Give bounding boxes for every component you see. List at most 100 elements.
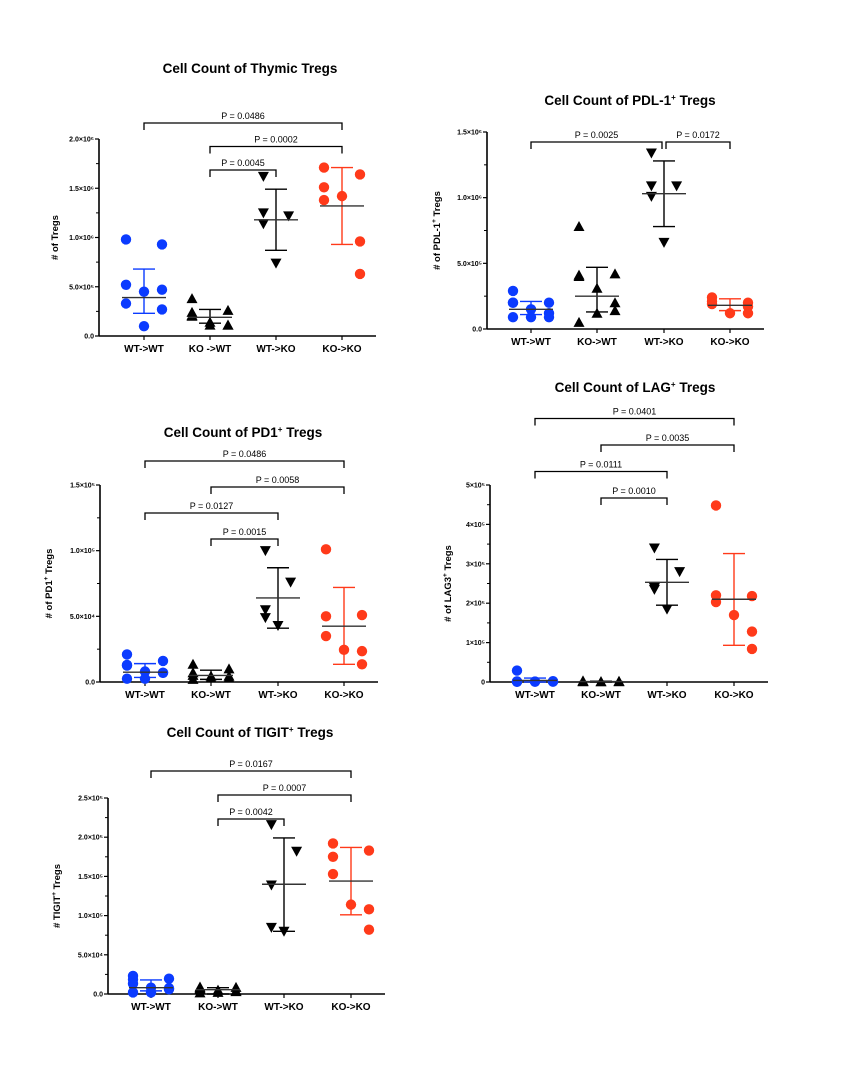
- data-point: [139, 673, 151, 684]
- significance-bracket: [209, 169, 277, 177]
- data-point: [356, 645, 368, 657]
- data-point: [283, 211, 295, 222]
- data-point: [121, 649, 133, 660]
- y-tick-label: 1.5×10⁵: [70, 483, 95, 490]
- data-point: [671, 181, 683, 192]
- p-value-label: P = 0.0010: [612, 486, 656, 496]
- data-point: [327, 868, 339, 880]
- data-point: [645, 148, 657, 159]
- series-koko: [327, 838, 375, 935]
- significance-bracket: [217, 818, 285, 826]
- data-point: [338, 644, 350, 656]
- data-point: [728, 609, 740, 621]
- y-tick-label: 1.0×10⁶: [457, 195, 482, 202]
- x-tick-label: KO->KO: [322, 344, 361, 355]
- series-wtko: [642, 148, 686, 248]
- data-point: [354, 236, 366, 247]
- data-point: [547, 676, 559, 687]
- p-value-label: P = 0.0486: [223, 449, 267, 459]
- data-point: [121, 660, 133, 671]
- x-tick-label: WT->WT: [124, 344, 164, 355]
- y-tick-label: 5.0×10⁵: [69, 284, 94, 291]
- y-tick-label: 5×10⁵: [466, 483, 485, 490]
- data-point: [259, 613, 271, 624]
- significance-bracket: [143, 122, 343, 130]
- data-point: [327, 838, 339, 849]
- data-point: [746, 626, 758, 637]
- x-tick-label: WT->WT: [125, 690, 165, 701]
- data-point: [645, 181, 657, 192]
- p-value-label: P = 0.0167: [229, 759, 273, 769]
- data-point: [525, 311, 537, 323]
- significance-bracket: [209, 145, 343, 154]
- y-tick-label: 5.0×10⁴: [70, 614, 96, 621]
- p-value-label: P = 0.0015: [223, 527, 267, 537]
- data-point: [609, 268, 621, 279]
- data-point: [529, 676, 541, 687]
- x-tick-label: KO ->WT: [189, 344, 232, 355]
- data-point: [356, 609, 368, 621]
- chart-thymic: Cell Count of Thymic Tregs # of Tregs 0.0 5…: [50, 61, 376, 355]
- x-tick-label: KO->KO: [324, 690, 363, 701]
- significance-bracket: [534, 417, 735, 426]
- data-point: [573, 316, 585, 327]
- data-point: [278, 926, 290, 937]
- data-point: [573, 270, 585, 281]
- data-point: [127, 987, 139, 998]
- data-point: [120, 279, 132, 290]
- y-tick-label: 1.5×10⁵: [78, 874, 103, 881]
- y-tick-label: 1.0×10⁵: [70, 548, 95, 555]
- p-value-label: P = 0.0035: [646, 433, 690, 443]
- data-point: [345, 899, 357, 910]
- y-axis-label: # of PDL-1+ Tregs: [431, 191, 443, 270]
- y-tick-label: 2.5×10⁵: [78, 796, 103, 803]
- significance-bracket: [217, 794, 352, 802]
- data-point: [222, 319, 234, 330]
- data-point: [121, 673, 133, 684]
- x-tick-label: KO->WT: [581, 690, 621, 701]
- p-value-label: P = 0.0007: [263, 783, 307, 793]
- x-tick-label: WT->KO: [258, 690, 297, 701]
- y-tick-label: 0.0: [472, 327, 482, 334]
- series-koko: [706, 292, 754, 319]
- x-tick-label: KO->KO: [331, 1002, 370, 1013]
- data-point: [318, 162, 330, 173]
- y-tick-label: 2.0×10⁵: [78, 835, 103, 842]
- data-point: [609, 297, 621, 308]
- data-point: [204, 319, 216, 330]
- series-wtwt: [507, 285, 555, 323]
- data-point: [194, 987, 206, 998]
- significance-bracket: [600, 497, 668, 505]
- significance-bracket: [210, 486, 345, 494]
- y-tick-label: 1.0×10⁵: [78, 913, 103, 920]
- x-tick-label: WT->WT: [511, 337, 551, 348]
- series-wtwt: [121, 649, 169, 684]
- y-axis-label: # of LAG3+ Tregs: [442, 545, 454, 622]
- data-point: [320, 611, 332, 622]
- data-point: [648, 584, 660, 595]
- p-value-label: P = 0.0111: [580, 460, 622, 470]
- data-point: [710, 596, 722, 608]
- y-tick-label: 1.5×10⁶: [69, 186, 94, 193]
- significance-bracket: [530, 141, 663, 149]
- significance-bracket: [144, 512, 279, 520]
- significance-bracket: [600, 444, 735, 452]
- significance-bracket: [144, 460, 345, 468]
- data-point: [591, 307, 603, 318]
- significance-bracket: [150, 770, 352, 778]
- data-point: [291, 846, 303, 857]
- data-point: [222, 304, 234, 315]
- data-point: [674, 567, 686, 578]
- x-tick-label: KO->KO: [714, 690, 753, 701]
- data-point: [320, 630, 332, 642]
- y-tick-label: 2×10⁵: [466, 601, 485, 608]
- data-point: [265, 880, 277, 891]
- data-point: [285, 577, 297, 588]
- y-axis-label: # of Tregs: [50, 215, 61, 260]
- data-point: [138, 320, 150, 332]
- data-point: [354, 169, 366, 180]
- data-point: [363, 904, 375, 915]
- series-wtko: [256, 546, 300, 632]
- data-point: [187, 673, 199, 684]
- data-point: [163, 973, 175, 984]
